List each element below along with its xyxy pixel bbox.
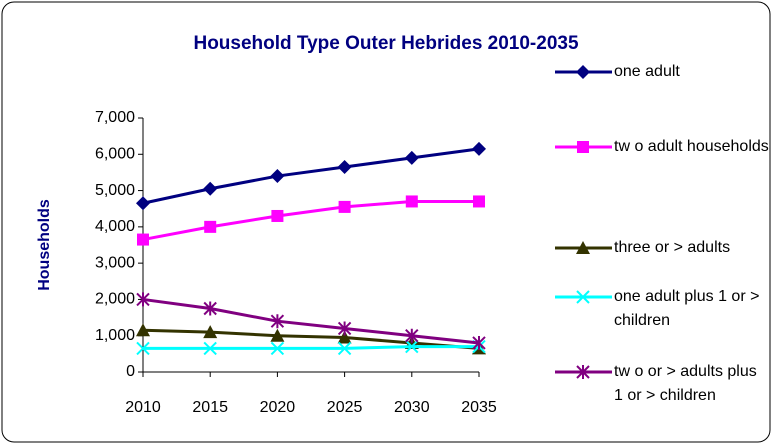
- x-tick-label: 2020: [260, 399, 296, 416]
- marker: [473, 195, 485, 208]
- x-tick-label: 2035: [461, 399, 497, 416]
- marker: [136, 196, 150, 211]
- marker: [270, 341, 285, 356]
- y-tick-label: 3,000: [95, 254, 135, 271]
- x-tick-label: 2025: [327, 399, 363, 416]
- y-tick-label: 7,000: [95, 109, 135, 126]
- legend-label: one adult: [614, 63, 680, 80]
- marker: [203, 325, 218, 339]
- marker: [136, 341, 150, 356]
- legend-label: tw o adult households: [614, 138, 769, 155]
- x-tick-label: 2010: [125, 399, 161, 416]
- marker: [576, 290, 590, 304]
- marker: [576, 65, 590, 79]
- x-tick-label: 2030: [394, 399, 430, 416]
- marker: [136, 292, 150, 307]
- legend-label: tw o or > adults plus 1 or > children: [614, 363, 757, 404]
- marker: [405, 339, 419, 354]
- legend-label: three or > adults: [614, 239, 731, 256]
- marker: [136, 323, 150, 337]
- marker: [271, 209, 284, 222]
- y-tick-label: 1,000: [95, 327, 135, 344]
- marker: [203, 341, 217, 356]
- y-tick-label: 0: [126, 363, 135, 380]
- marker: [270, 314, 285, 329]
- chart-title: Household Type Outer Hebrides 2010-2035: [193, 33, 578, 54]
- marker: [576, 241, 590, 254]
- marker: [337, 341, 352, 356]
- marker: [405, 195, 418, 208]
- marker: [337, 330, 352, 344]
- series-line: [143, 345, 479, 350]
- y-tick-label: 4,000: [95, 218, 135, 235]
- marker: [337, 321, 352, 336]
- marker: [338, 200, 351, 213]
- y-tick-label: 2,000: [95, 291, 135, 308]
- marker: [576, 365, 590, 379]
- marker: [270, 328, 285, 342]
- marker: [472, 141, 486, 156]
- marker: [204, 220, 217, 233]
- marker: [404, 150, 419, 165]
- marker: [270, 169, 285, 184]
- marker: [337, 159, 352, 174]
- y-tick-label: 5,000: [95, 182, 135, 199]
- marker: [472, 335, 486, 350]
- series-line: [142, 147, 480, 205]
- marker: [203, 301, 217, 316]
- marker: [405, 328, 419, 343]
- series-line: [142, 328, 480, 350]
- marker: [137, 233, 149, 246]
- y-tick-label: 6,000: [95, 146, 135, 163]
- marker: [577, 141, 589, 153]
- legend-label: one adult plus 1 or > children: [614, 288, 760, 329]
- series-line: [142, 297, 480, 345]
- series-line: [142, 199, 479, 242]
- marker: [203, 181, 218, 196]
- x-tick-label: 2015: [192, 399, 228, 416]
- y-axis-label: Households: [36, 199, 53, 291]
